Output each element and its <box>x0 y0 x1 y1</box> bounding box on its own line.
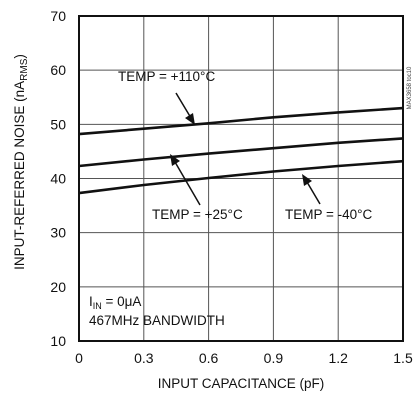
y-tick-label: 50 <box>50 116 66 132</box>
label-input-current: IIN = 0μA <box>89 294 141 311</box>
label-temp-25: TEMP = +25°C <box>152 207 243 222</box>
arrowhead-temp-minus-40 <box>302 174 312 186</box>
label-temp-110: TEMP = +110°C <box>118 69 215 84</box>
x-tick-label: 0.9 <box>264 350 284 366</box>
grid-lines <box>79 16 403 341</box>
x-tick-label: 1.5 <box>393 350 413 366</box>
y-tick-label: 30 <box>50 225 66 241</box>
series-curves <box>78 106 404 195</box>
annotations: TEMP = +110°C TEMP = +25°C TEMP = -40°C … <box>89 69 373 328</box>
y-tick-label: 20 <box>50 279 66 295</box>
x-tick-label: 0.3 <box>134 350 154 366</box>
plot-frame <box>78 15 404 342</box>
y-tick-label: 10 <box>50 333 66 349</box>
arrow-temp-25 <box>174 161 201 206</box>
y-tick-label: 60 <box>50 62 66 78</box>
label-bandwidth: 467MHz BANDWIDTH <box>89 313 225 328</box>
arrow-temp-minus-40 <box>306 181 321 205</box>
y-tick-label: 40 <box>50 171 66 187</box>
x-tick-label: 0.6 <box>199 350 219 366</box>
series-line-0 <box>78 106 404 136</box>
series-line-1 <box>78 137 404 168</box>
arrowhead-temp-110 <box>185 113 195 125</box>
y-tick-labels: 10 20 30 40 50 60 70 <box>50 8 66 349</box>
arrowhead-temp-25 <box>170 154 180 166</box>
x-axis-title: INPUT CAPACITANCE (pF) <box>158 376 325 391</box>
figure-id: MAX3658 toc10 <box>407 66 413 109</box>
x-tick-labels: 0 0.3 0.6 0.9 1.2 1.5 <box>75 350 413 366</box>
label-temp-minus-40: TEMP = -40°C <box>285 207 373 222</box>
series-line-2 <box>78 159 404 195</box>
x-tick-label: 1.2 <box>328 350 348 366</box>
y-axis-title: INPUT-REFERRED NOISE (nARMS) <box>12 54 30 270</box>
y-tick-label: 70 <box>50 8 66 24</box>
x-tick-label: 0 <box>75 350 83 366</box>
arrow-temp-110 <box>175 92 192 119</box>
